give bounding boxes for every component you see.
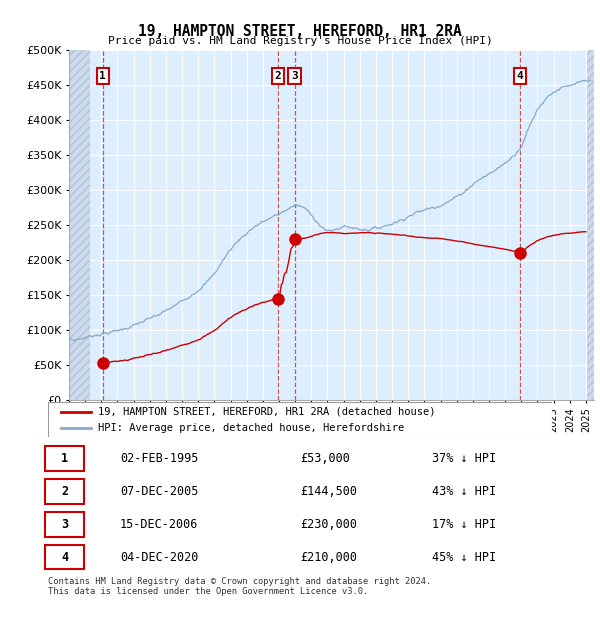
Text: 37% ↓ HPI: 37% ↓ HPI — [432, 452, 496, 465]
Text: HPI: Average price, detached house, Herefordshire: HPI: Average price, detached house, Here… — [98, 423, 404, 433]
Text: 15-DEC-2006: 15-DEC-2006 — [120, 518, 199, 531]
Text: 4: 4 — [517, 71, 524, 81]
Text: 3: 3 — [61, 518, 68, 531]
Bar — [587, 50, 595, 400]
Text: £230,000: £230,000 — [300, 518, 357, 531]
Text: £53,000: £53,000 — [300, 452, 350, 465]
Text: 3: 3 — [291, 71, 298, 81]
Text: 04-DEC-2020: 04-DEC-2020 — [120, 551, 199, 564]
Text: 19, HAMPTON STREET, HEREFORD, HR1 2RA (detached house): 19, HAMPTON STREET, HEREFORD, HR1 2RA (d… — [98, 407, 436, 417]
Text: 4: 4 — [61, 551, 68, 564]
Text: 2: 2 — [61, 485, 68, 498]
Text: 1: 1 — [100, 71, 106, 81]
Text: Price paid vs. HM Land Registry's House Price Index (HPI): Price paid vs. HM Land Registry's House … — [107, 36, 493, 46]
Text: 45% ↓ HPI: 45% ↓ HPI — [432, 551, 496, 564]
Text: Contains HM Land Registry data © Crown copyright and database right 2024.
This d: Contains HM Land Registry data © Crown c… — [48, 577, 431, 596]
Text: 07-DEC-2005: 07-DEC-2005 — [120, 485, 199, 498]
Bar — [69, 50, 90, 400]
Text: 43% ↓ HPI: 43% ↓ HPI — [432, 485, 496, 498]
Text: 19, HAMPTON STREET, HEREFORD, HR1 2RA: 19, HAMPTON STREET, HEREFORD, HR1 2RA — [138, 24, 462, 38]
Text: 2: 2 — [274, 71, 281, 81]
Text: 02-FEB-1995: 02-FEB-1995 — [120, 452, 199, 465]
Text: £144,500: £144,500 — [300, 485, 357, 498]
Text: £210,000: £210,000 — [300, 551, 357, 564]
Text: 17% ↓ HPI: 17% ↓ HPI — [432, 518, 496, 531]
Text: 1: 1 — [61, 452, 68, 465]
